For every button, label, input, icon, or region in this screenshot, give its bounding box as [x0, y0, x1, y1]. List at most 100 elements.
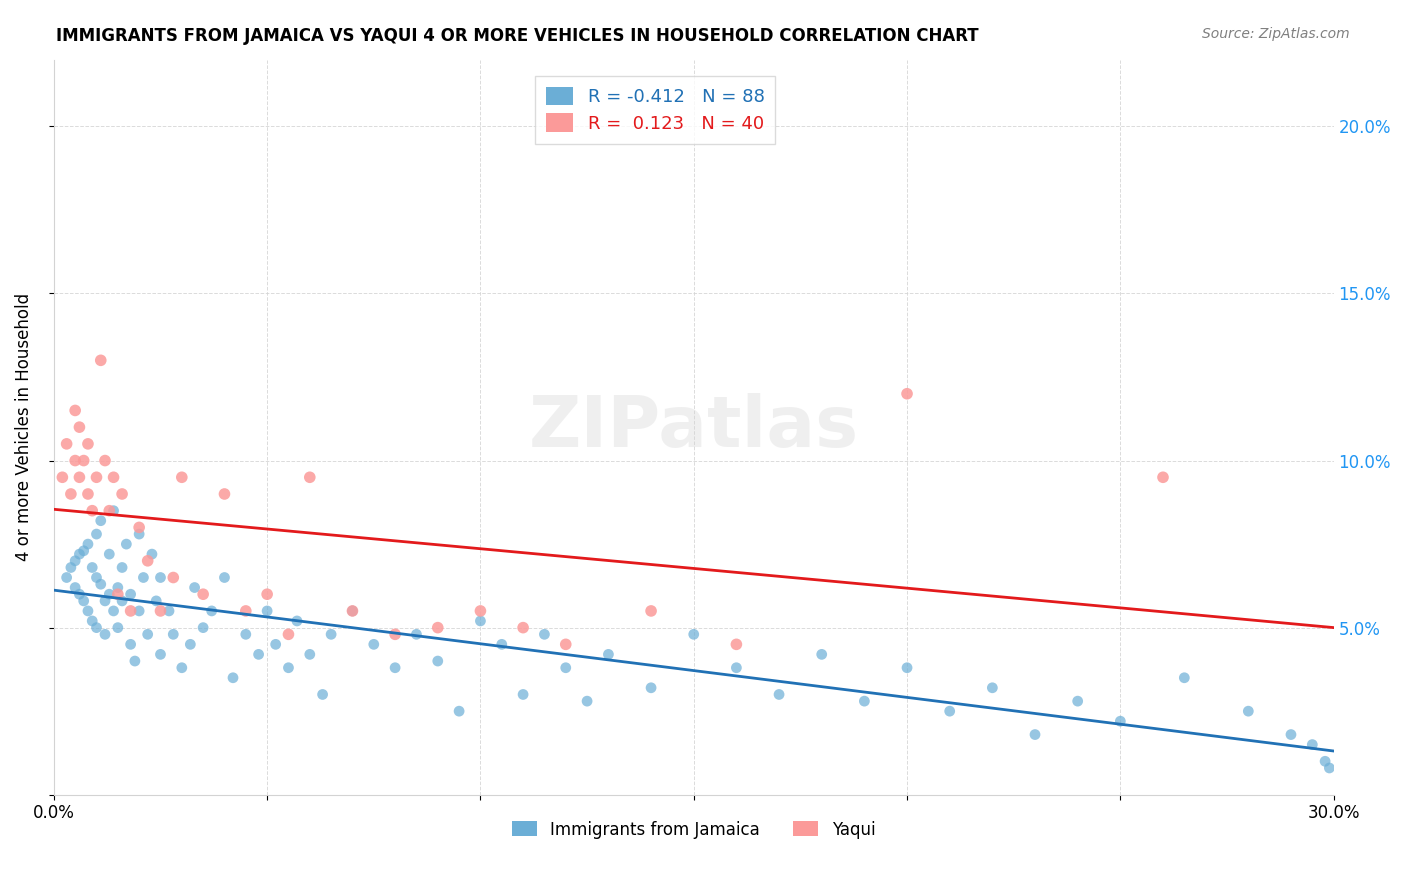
Point: [170, 661, 193, 675]
Point: [86, 470, 108, 484]
Point: [103, 470, 125, 484]
Point: [222, 671, 245, 685]
Point: [124, 654, 146, 668]
Point: [512, 621, 534, 635]
Point: [235, 627, 257, 641]
Point: [67, 547, 90, 561]
Point: [149, 648, 172, 662]
Point: [170, 470, 193, 484]
Point: [94, 594, 117, 608]
Point: [1109, 714, 1132, 729]
Point: [55, 570, 77, 584]
Point: [98, 587, 121, 601]
Point: [342, 604, 364, 618]
Point: [298, 648, 321, 662]
Point: [725, 637, 748, 651]
Point: [77, 487, 100, 501]
Point: [682, 627, 704, 641]
Point: [120, 587, 142, 601]
Point: [120, 637, 142, 651]
Point: [82, 560, 104, 574]
Point: [533, 627, 555, 641]
Point: [94, 453, 117, 467]
Point: [1317, 761, 1340, 775]
Point: [73, 543, 96, 558]
Point: [77, 437, 100, 451]
Point: [256, 587, 278, 601]
Point: [90, 577, 112, 591]
Point: [115, 537, 138, 551]
Point: [191, 621, 214, 635]
Point: [277, 627, 299, 641]
Point: [235, 604, 257, 618]
Point: [298, 470, 321, 484]
Point: [149, 570, 172, 584]
Point: [576, 694, 599, 708]
Point: [103, 504, 125, 518]
Point: [598, 648, 620, 662]
Point: [86, 527, 108, 541]
Point: [128, 527, 150, 541]
Point: [149, 604, 172, 618]
Point: [426, 654, 449, 668]
Point: [183, 581, 205, 595]
Point: [98, 547, 121, 561]
Point: [103, 604, 125, 618]
Point: [111, 594, 134, 608]
Point: [491, 637, 513, 651]
Point: [67, 587, 90, 601]
Text: ZIPatlas: ZIPatlas: [529, 392, 859, 462]
Point: [90, 514, 112, 528]
Point: [59, 487, 82, 501]
Point: [132, 570, 155, 584]
Point: [86, 621, 108, 635]
Point: [311, 688, 333, 702]
Point: [191, 587, 214, 601]
Point: [896, 386, 918, 401]
Point: [77, 604, 100, 618]
Point: [449, 704, 471, 718]
Point: [107, 621, 129, 635]
Point: [1237, 704, 1260, 718]
Point: [256, 604, 278, 618]
Point: [73, 453, 96, 467]
Point: [63, 581, 86, 595]
Text: IMMIGRANTS FROM JAMAICA VS YAQUI 4 OR MORE VEHICLES IN HOUSEHOLD CORRELATION CHA: IMMIGRANTS FROM JAMAICA VS YAQUI 4 OR MO…: [56, 27, 979, 45]
Point: [384, 661, 406, 675]
Y-axis label: 4 or more Vehicles in Household: 4 or more Vehicles in Household: [15, 293, 32, 561]
Point: [128, 520, 150, 534]
Point: [405, 627, 427, 641]
Point: [512, 688, 534, 702]
Point: [214, 570, 236, 584]
Point: [90, 353, 112, 368]
Point: [82, 504, 104, 518]
Point: [55, 437, 77, 451]
Point: [1173, 671, 1195, 685]
Point: [63, 554, 86, 568]
Point: [201, 604, 224, 618]
Point: [214, 487, 236, 501]
Point: [107, 587, 129, 601]
Point: [77, 537, 100, 551]
Point: [111, 560, 134, 574]
Point: [1152, 470, 1174, 484]
Point: [63, 403, 86, 417]
Point: [136, 554, 159, 568]
Point: [1024, 727, 1046, 741]
Point: [321, 627, 343, 641]
Point: [247, 648, 270, 662]
Point: [1313, 754, 1336, 768]
Point: [426, 621, 449, 635]
Point: [157, 604, 180, 618]
Text: Source: ZipAtlas.com: Source: ZipAtlas.com: [1202, 27, 1350, 41]
Point: [136, 627, 159, 641]
Point: [264, 637, 287, 651]
Point: [63, 453, 86, 467]
Point: [162, 570, 184, 584]
Point: [896, 661, 918, 675]
Point: [363, 637, 385, 651]
Point: [384, 627, 406, 641]
Point: [810, 648, 832, 662]
Point: [98, 504, 121, 518]
Point: [111, 487, 134, 501]
